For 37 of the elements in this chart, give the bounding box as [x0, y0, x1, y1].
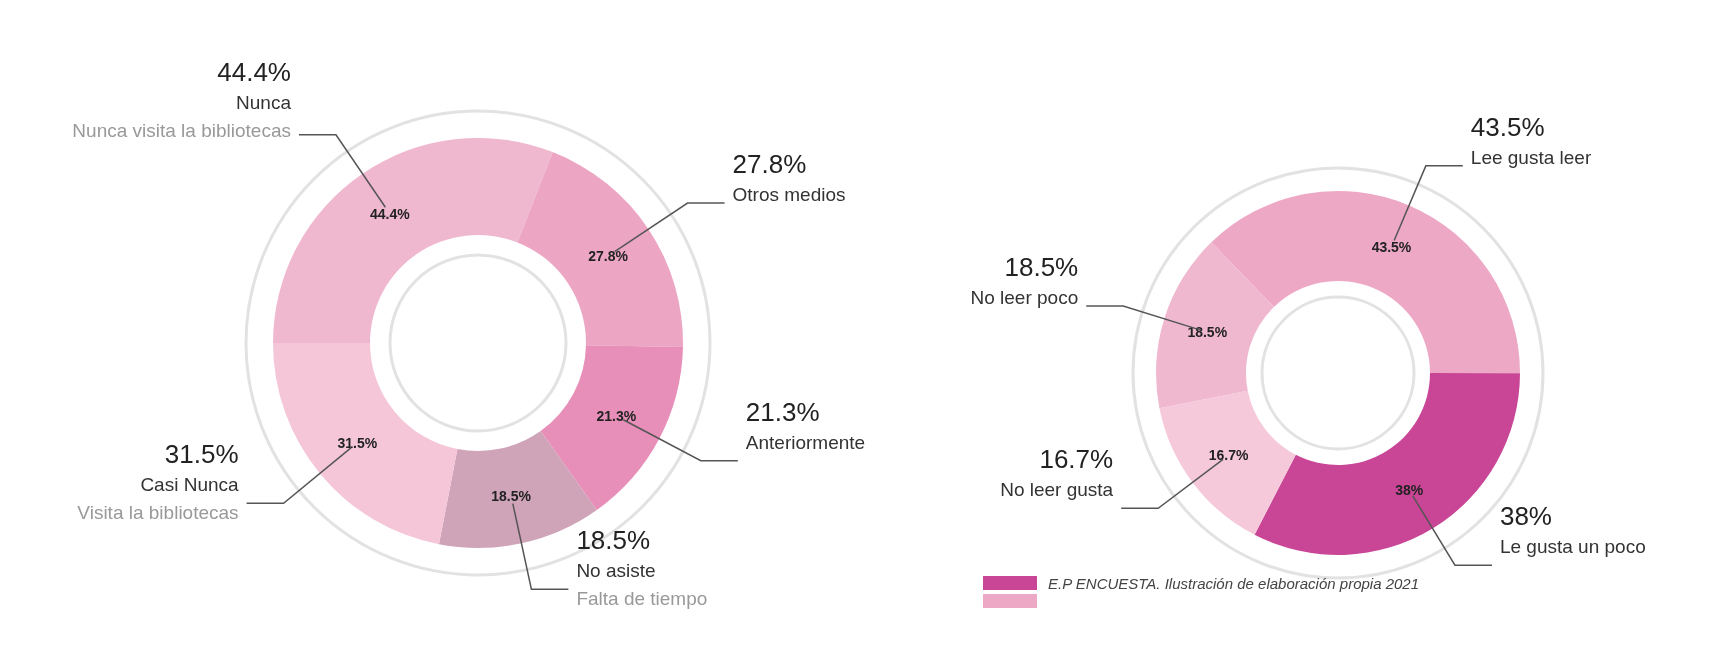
donut-slice	[1159, 390, 1296, 535]
slice-label: Lee gusta leer	[1470, 146, 1592, 168]
text: Falta de tiempo	[576, 588, 708, 610]
text: 27.8%	[732, 149, 807, 180]
data-label: 27.8%	[588, 248, 629, 265]
text: 38%	[1499, 501, 1552, 532]
text: E.P ENCUESTA. Ilustración de elaboración propia 2021	[1048, 575, 1420, 592]
slice-label: No leer poco	[970, 286, 1079, 308]
text: Visita la bibliotecas	[77, 502, 239, 524]
data-label: 38%	[1395, 482, 1424, 499]
data-label: 18.5%	[1187, 324, 1228, 341]
text: 21.3%	[745, 396, 820, 427]
donut-slice	[517, 152, 683, 348]
donut-slice	[1156, 242, 1274, 409]
text: 31.5%	[164, 439, 239, 470]
slice-label: Casi Nunca	[140, 474, 240, 496]
donut-slice	[273, 343, 458, 545]
slice-label: Otros medios	[732, 184, 846, 206]
slice-label: No asiste	[576, 560, 656, 582]
data-label: 21.3%	[596, 408, 637, 425]
text: 43.5%	[1470, 111, 1545, 142]
donut-slice	[273, 138, 553, 343]
data-label: 44.4%	[369, 205, 411, 222]
text: 18.5%	[1004, 251, 1079, 282]
text: 44.4%	[217, 56, 291, 87]
text: Nunca visita la bibliotecas	[72, 119, 291, 141]
data-label: 43.5%	[1371, 238, 1412, 255]
data-label: 16.7%	[1208, 447, 1249, 464]
slice-label: Le gusta un poco	[1499, 536, 1646, 558]
slice-label: Nunca	[236, 91, 292, 113]
text: 18.5%	[576, 525, 651, 556]
slice-label: No leer gusta	[1000, 479, 1114, 501]
donut-slice	[540, 345, 683, 511]
slice-label: Anteriormente	[745, 431, 866, 453]
data-label: 18.5%	[491, 487, 532, 504]
data-label: 31.5%	[337, 434, 378, 451]
text: 16.7%	[1039, 444, 1114, 475]
